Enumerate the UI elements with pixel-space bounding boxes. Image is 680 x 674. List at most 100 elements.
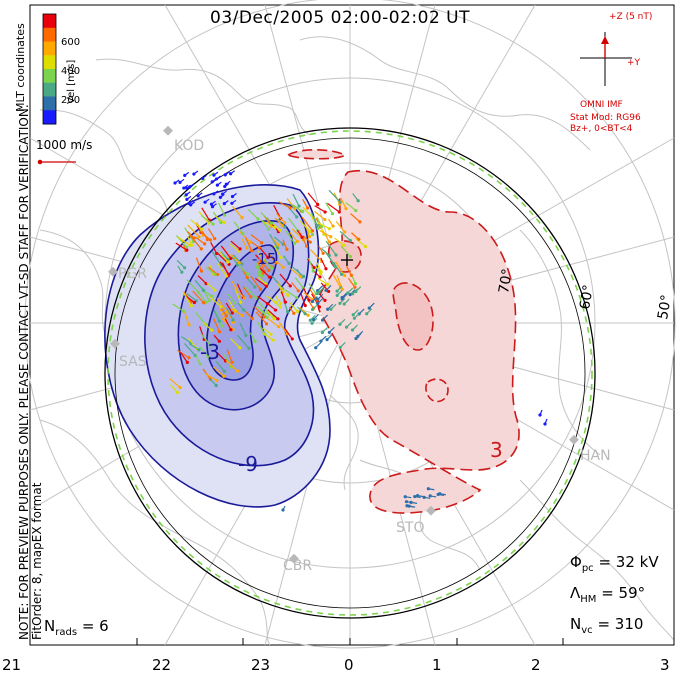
velocity-vector-origin <box>335 289 339 293</box>
velocity-vector <box>340 197 347 209</box>
velocity-vector <box>288 217 299 232</box>
phi-pc-value: = 32 kV <box>598 553 659 571</box>
velocity-vector <box>250 275 261 290</box>
velocity-vector-origin <box>352 316 356 320</box>
velocity-vector-origin <box>330 212 335 216</box>
velocity-vector <box>256 260 264 275</box>
velocity-vector-origin <box>323 217 327 222</box>
colorbar-segment <box>43 82 56 97</box>
velocity-vector-origin <box>230 360 234 364</box>
velocity-vector <box>220 245 232 259</box>
velocity-vector-origin <box>230 201 234 205</box>
velocity-vector-origin <box>317 290 321 294</box>
station-sto: STO <box>396 520 425 536</box>
velocity-vector <box>216 352 226 362</box>
velocity-vector-origin <box>207 299 211 303</box>
velocity-vector-origin <box>278 305 282 309</box>
velocity-vector-origin <box>338 200 342 204</box>
velocity-vector <box>218 250 229 263</box>
velocity-vector-origin <box>357 237 361 241</box>
velocity-vector-origin <box>316 297 320 301</box>
velocity-vector <box>177 236 191 246</box>
velocity-vector <box>347 277 356 288</box>
velocity-vector <box>238 230 251 243</box>
velocity-vector-origin <box>285 247 289 251</box>
velocity-vector <box>286 198 296 210</box>
velocity-vector <box>284 289 298 299</box>
velocity-vector <box>289 231 298 242</box>
velocity-vector <box>284 328 293 340</box>
velocity-vector <box>332 261 343 275</box>
velocity-vector <box>234 288 242 303</box>
velocity-vector-origin <box>307 235 312 239</box>
velocity-vector <box>219 261 230 275</box>
velocity-vector <box>229 243 240 252</box>
velocity-vector-origin <box>288 284 292 288</box>
velocity-vector <box>212 366 225 377</box>
velocity-vector-origin <box>307 298 311 302</box>
velocity-vector <box>277 283 289 296</box>
velocity-vector-origin <box>356 199 360 203</box>
velocity-vector-origin <box>234 287 238 291</box>
velocity-vector-origin <box>308 229 312 233</box>
velocity-vector <box>256 262 263 277</box>
velocity-vector-origin <box>409 500 413 504</box>
pole-marker <box>341 254 353 266</box>
coordinates-label: MLT coordinates <box>14 23 27 112</box>
velocity-vector <box>335 221 346 233</box>
velocity-vector-origin <box>203 242 207 246</box>
velocity-vector-origin <box>192 172 196 176</box>
velocity-vector <box>340 245 351 257</box>
velocity-vector <box>195 257 202 272</box>
velocity-vector-origin <box>310 229 315 233</box>
colorbar-segment <box>43 96 56 111</box>
velocity-vector-origin <box>184 245 189 249</box>
velocity-vector <box>202 321 213 331</box>
velocity-vector <box>185 295 195 304</box>
mlt-axis-ticks <box>29 638 675 645</box>
velocity-vector-origin <box>267 268 271 272</box>
plot-frame <box>29 4 675 646</box>
velocity-vector-origin <box>210 180 214 184</box>
colorbar-tick-600: 600 <box>61 37 81 48</box>
velocity-vector <box>267 310 275 320</box>
imf-source: OMNI IMF <box>580 100 623 110</box>
velocity-vector-origin <box>199 247 203 251</box>
velocity-vector <box>196 289 207 303</box>
hm-boundary-outer <box>104 127 596 619</box>
velocity-vector <box>335 261 346 276</box>
velocity-vector-origin <box>250 249 254 253</box>
velocity-vector <box>302 199 309 209</box>
imf-condition: Bz+, 0<BT<4 <box>570 124 633 134</box>
velocity-vector <box>259 267 270 278</box>
velocity-vector <box>307 192 319 205</box>
velocity-vector-origin <box>415 493 420 498</box>
velocity-vector-origin <box>237 261 241 265</box>
velocity-vector <box>206 282 216 291</box>
velocity-vector-origin <box>277 325 281 329</box>
velocity-vector-origin <box>290 337 294 341</box>
velocity-vector-origin <box>209 202 214 206</box>
velocity-vector <box>300 293 306 306</box>
velocity-vector-origin <box>348 238 353 243</box>
velocity-vector-origin <box>215 251 219 256</box>
lambda-hm-stat: ΛHM = 59° <box>570 584 646 605</box>
velocity-vector-origin <box>317 305 322 309</box>
velocity-vector <box>226 348 233 363</box>
velocity-vector-origin <box>300 235 304 239</box>
velocity-vector <box>172 303 184 312</box>
velocity-vector <box>187 224 200 238</box>
velocity-vector-origin <box>213 237 217 241</box>
velocity-vector <box>211 251 222 266</box>
velocity-vector <box>308 257 314 272</box>
velocity-vector-origin <box>254 296 258 300</box>
velocity-vector <box>257 295 268 305</box>
imf-z-label: +Z (5 nT) <box>609 12 653 22</box>
velocity-vector-origin <box>219 220 223 225</box>
station-kod: KOD <box>174 138 205 154</box>
velocity-vector-origin <box>327 289 331 294</box>
velocity-vector <box>190 219 203 230</box>
velocity-vector <box>254 277 267 287</box>
velocity-vector <box>225 359 238 372</box>
velocity-vector <box>327 202 340 213</box>
